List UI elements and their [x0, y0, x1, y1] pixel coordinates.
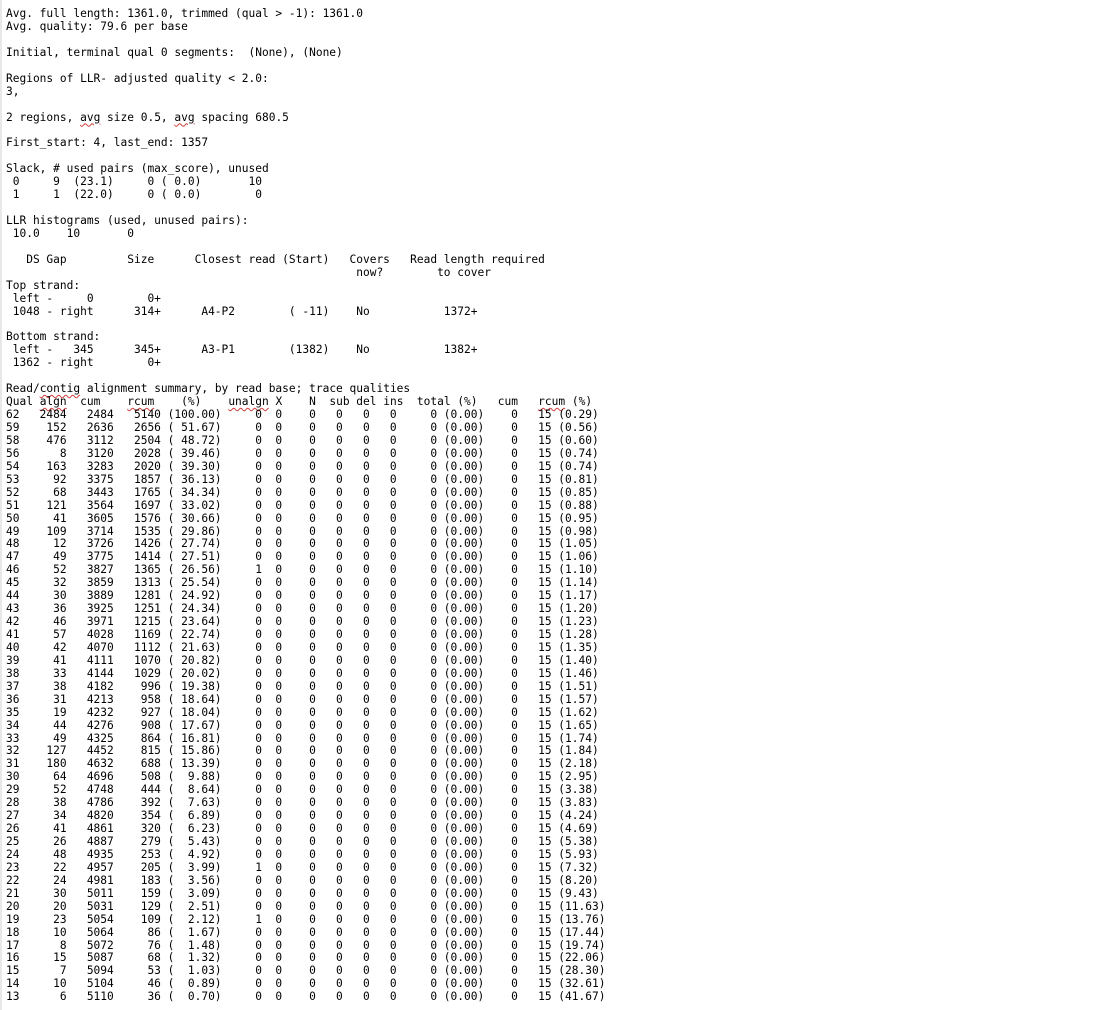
spellcheck-flag: rcum — [538, 395, 566, 409]
text-line: 10.0 10 0 — [6, 226, 134, 240]
text-line: 41 57 4028 1169 ( 22.74) 0 0 0 0 0 0 0 (… — [6, 628, 599, 641]
text-line: 1 1 (22.0) 0 ( 0.0) 0 — [6, 188, 262, 202]
text-line: 59 152 2636 2656 ( 51.67) 0 0 0 0 0 0 0 … — [6, 421, 599, 434]
text-line: 25 26 4887 279 ( 5.43) 0 0 0 0 0 0 0 (0.… — [6, 835, 599, 848]
text-line: 19 23 5054 109 ( 2.12) 1 0 0 0 0 0 0 (0.… — [6, 912, 606, 926]
text-line: 1362 - right 0+ — [6, 356, 161, 370]
text-line: 26 41 4861 320 ( 6.23) 0 0 0 0 0 0 0 (0.… — [6, 822, 599, 836]
spellcheck-flag: rcum — [127, 395, 155, 409]
text-line: 54 163 3283 2020 ( 39.30) 0 0 0 0 0 0 0 … — [6, 459, 599, 473]
text-line: 33 49 4325 864 ( 16.81) 0 0 0 0 0 0 0 (0… — [6, 731, 599, 745]
text-line: 42 46 3971 1215 ( 23.64) 0 0 0 0 0 0 0 (… — [6, 615, 599, 629]
text-line: 50 41 3605 1576 ( 30.66) 0 0 0 0 0 0 0 (… — [6, 511, 599, 525]
text-line: Slack, # used pairs (max_score), unused — [6, 162, 269, 176]
text-line: 15 7 5094 53 ( 1.03) 0 0 0 0 0 0 0 (0.00… — [6, 964, 606, 978]
text-line: 46 52 3827 1365 ( 26.56) 1 0 0 0 0 0 0 (… — [6, 563, 599, 577]
text-line: 13 6 5110 36 ( 0.70) 0 0 0 0 0 0 0 (0.00… — [6, 990, 606, 1004]
text-line: DS Gap Size Closest read (Start) Covers … — [6, 252, 545, 266]
text-line: 2 regions, avg size 0.5, avg spacing 680… — [6, 110, 289, 124]
report-text: Avg. full length: 1361.0, trimmed (qual … — [6, 7, 606, 1004]
text-line: 24 48 4935 253 ( 4.92) 0 0 0 0 0 0 0 (0.… — [6, 847, 599, 861]
text-line: 52 68 3443 1765 ( 34.34) 0 0 0 0 0 0 0 (… — [6, 485, 599, 499]
text-line: 62 2484 2484 5140 (100.00) 0 0 0 0 0 0 0… — [6, 408, 599, 422]
text-line: 44 30 3889 1281 ( 24.92) 0 0 0 0 0 0 0 (… — [6, 589, 599, 603]
text-line: 53 92 3375 1857 ( 36.13) 0 0 0 0 0 0 0 (… — [6, 472, 599, 486]
text-line: 56 8 3120 2028 ( 39.46) 0 0 0 0 0 0 0 (0… — [6, 446, 599, 460]
text-line: 31 180 4632 688 ( 13.39) 0 0 0 0 0 0 0 (… — [6, 757, 599, 771]
text-line: 21 30 5011 159 ( 3.09) 0 0 0 0 0 0 0 (0.… — [6, 886, 599, 900]
text-line: 43 36 3925 1251 ( 24.34) 0 0 0 0 0 0 0 (… — [6, 602, 599, 616]
text-line — [6, 241, 605, 254]
text-line: 18 10 5064 86 ( 1.67) 0 0 0 0 0 0 0 (0.0… — [6, 925, 606, 939]
spellcheck-flag: avg — [174, 110, 195, 124]
spellcheck-flag: algn — [39, 395, 67, 409]
text-line: 16 15 5087 68 ( 1.32) 0 0 0 0 0 0 0 (0.0… — [6, 951, 606, 965]
text-line: 22 24 4981 183 ( 3.56) 0 0 0 0 0 0 0 (0.… — [6, 873, 599, 887]
text-line: 48 12 3726 1426 ( 27.74) 0 0 0 0 0 0 0 (… — [6, 537, 599, 551]
text-line: 40 42 4070 1112 ( 21.63) 0 0 0 0 0 0 0 (… — [6, 640, 599, 654]
text-line: 36 31 4213 958 ( 18.64) 0 0 0 0 0 0 0 (0… — [6, 692, 599, 706]
text-line: 35 19 4232 927 ( 18.04) 0 0 0 0 0 0 0 (0… — [6, 705, 599, 719]
text-line: 51 121 3564 1697 ( 33.02) 0 0 0 0 0 0 0 … — [6, 498, 599, 512]
text-line: 58 476 3112 2504 ( 48.72) 0 0 0 0 0 0 0 … — [6, 433, 599, 447]
spellcheck-flag: unalgn — [228, 395, 269, 409]
text-line: First_start: 4, last_end: 1357 — [6, 136, 209, 150]
text-line: 39 41 4111 1070 ( 20.82) 0 0 0 0 0 0 0 (… — [6, 653, 599, 667]
text-line — [6, 34, 605, 47]
text-line: left - 345 345+ A3-P1 (1382) No 1382+ — [6, 343, 478, 357]
text-line: now? to cover — [6, 265, 491, 279]
text-line: 38 33 4144 1029 ( 20.02) 0 0 0 0 0 0 0 (… — [6, 666, 599, 680]
text-line: 45 32 3859 1313 ( 25.54) 0 0 0 0 0 0 0 (… — [6, 576, 599, 590]
text-line: 0 9 (23.1) 0 ( 0.0) 10 — [6, 175, 262, 189]
text-line: 27 34 4820 354 ( 6.89) 0 0 0 0 0 0 0 (0.… — [6, 809, 599, 823]
text-line: 47 49 3775 1414 ( 27.51) 0 0 0 0 0 0 0 (… — [6, 550, 599, 564]
text-line: Top strand: — [6, 278, 81, 292]
text-line: 3, — [6, 84, 20, 98]
text-line: 28 38 4786 392 ( 7.63) 0 0 0 0 0 0 0 (0.… — [6, 796, 599, 810]
text-line: Avg. full length: 1361.0, trimmed (qual … — [6, 7, 363, 20]
text-line: 23 22 4957 205 ( 3.99) 1 0 0 0 0 0 0 (0.… — [6, 860, 599, 874]
text-line: 37 38 4182 996 ( 19.38) 0 0 0 0 0 0 0 (0… — [6, 679, 599, 693]
text-line: Initial, terminal qual 0 segments: (None… — [6, 45, 343, 59]
text-line: Qual algn cum rcum (%) unalgn X N sub de… — [6, 395, 593, 409]
text-line: 49 109 3714 1535 ( 29.86) 0 0 0 0 0 0 0 … — [6, 524, 599, 538]
text-line: left - 0 0+ — [6, 291, 161, 305]
text-line: 30 64 4696 508 ( 9.88) 0 0 0 0 0 0 0 (0.… — [6, 770, 599, 784]
spellcheck-flag: avg — [80, 110, 101, 124]
text-line: Bottom strand: — [6, 330, 101, 344]
text-line: Read/contig alignment summary, by read b… — [6, 382, 411, 396]
text-line — [6, 60, 605, 73]
text-line: 14 10 5104 46 ( 0.89) 0 0 0 0 0 0 0 (0.0… — [6, 977, 606, 991]
text-line: 17 8 5072 76 ( 1.48) 0 0 0 0 0 0 0 (0.00… — [6, 938, 606, 952]
text-line: Avg. quality: 79.6 per base — [6, 19, 188, 33]
text-line: Regions of LLR- adjusted quality < 2.0: — [6, 71, 269, 85]
spellcheck-flag: contig — [39, 382, 81, 396]
text-line: 34 44 4276 908 ( 17.67) 0 0 0 0 0 0 0 (0… — [6, 718, 599, 732]
text-line: 20 20 5031 129 ( 2.51) 0 0 0 0 0 0 0 (0.… — [6, 899, 606, 913]
text-line: 29 52 4748 444 ( 8.64) 0 0 0 0 0 0 0 (0.… — [6, 783, 599, 797]
text-line: LLR histograms (used, unused pairs): — [6, 214, 249, 227]
text-line: 32 127 4452 815 ( 15.86) 0 0 0 0 0 0 0 (… — [6, 744, 599, 758]
text-line: 1048 - right 314+ A4-P2 ( -11) No 1372+ — [6, 304, 478, 318]
